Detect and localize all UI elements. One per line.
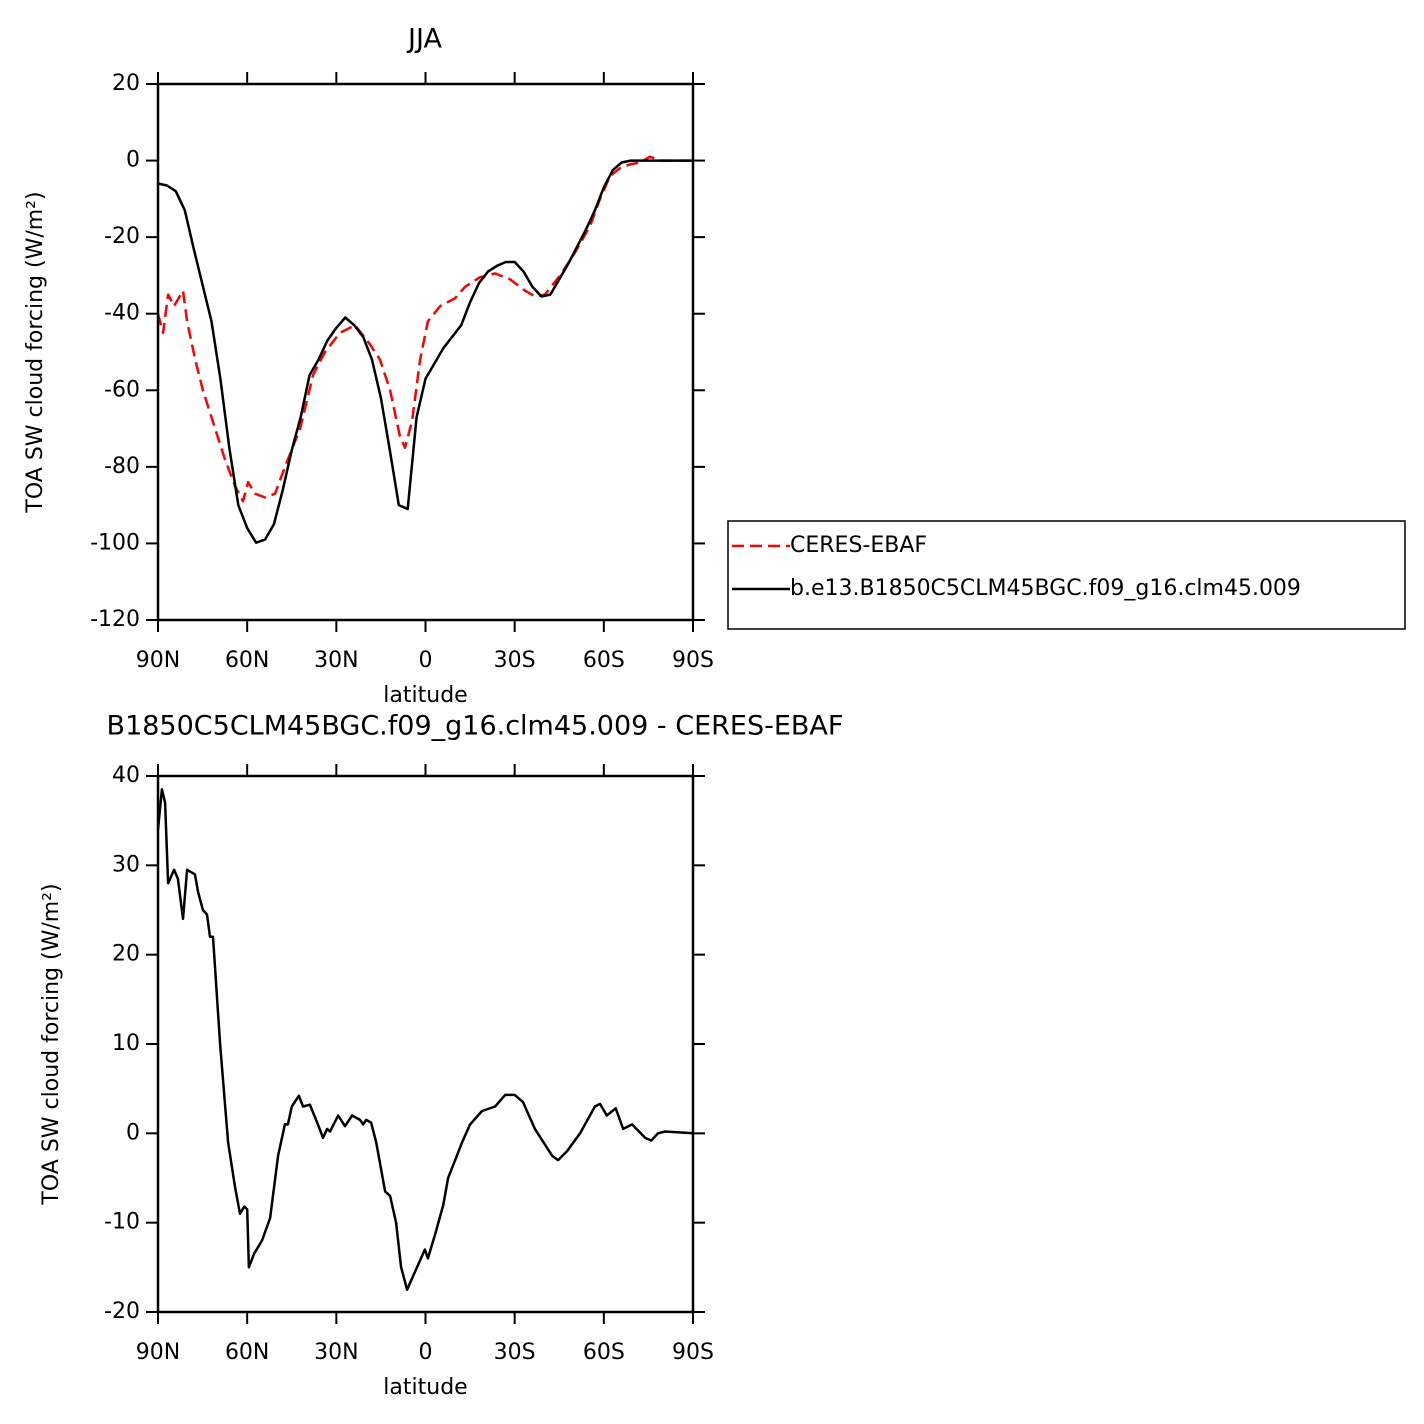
y-tick-label: 20 — [112, 71, 140, 96]
legend-box — [727, 520, 1406, 630]
y-tick-label: 0 — [126, 148, 140, 173]
x-tick-label: 30S — [494, 1340, 536, 1365]
y-tick-label: -40 — [104, 301, 140, 326]
y-tick-label: 40 — [112, 763, 140, 788]
x-tick-label: 0 — [419, 648, 433, 673]
x-tick-label: 90S — [672, 648, 714, 673]
y-tick-label: -20 — [104, 1299, 140, 1324]
y-tick-label: -80 — [104, 454, 140, 479]
y-axis-label: TOA SW cloud forcing (W/m²) — [23, 191, 48, 513]
x-tick-label: 30S — [494, 648, 536, 673]
data-line — [156, 788, 694, 1291]
data-line — [156, 155, 693, 503]
y-tick-label: 10 — [112, 1031, 140, 1056]
y-tick-label: 30 — [112, 852, 140, 877]
y-tick-label: -10 — [104, 1210, 140, 1235]
y-tick-label: -100 — [90, 530, 140, 555]
x-tick-label: 90N — [136, 1340, 180, 1365]
x-tick-label: 30N — [314, 1340, 358, 1365]
x-tick-label: 90S — [672, 1340, 714, 1365]
x-axis-label: latitude — [383, 1375, 467, 1400]
x-tick-label: 30N — [314, 648, 358, 673]
x-axis-label: latitude — [383, 683, 467, 708]
plot-frame — [156, 774, 695, 1314]
y-tick-label: -120 — [90, 607, 140, 632]
x-tick-label: 0 — [419, 1340, 433, 1365]
x-tick-label: 60S — [583, 1340, 625, 1365]
chart-title: B1850C5CLM45BGC.f09_g16.clm45.009 - CERE… — [107, 711, 844, 742]
y-tick-label: -20 — [104, 224, 140, 249]
y-tick-label: 0 — [126, 1120, 140, 1145]
legend-label: b.e13.B1850C5CLM45BGC.f09_g16.clm45.009 — [790, 576, 1301, 601]
legend-label: CERES-EBAF — [790, 533, 927, 558]
y-axis-label: TOA SW cloud forcing (W/m²) — [39, 883, 64, 1205]
y-tick-label: 20 — [112, 942, 140, 967]
x-tick-label: 60N — [225, 1340, 269, 1365]
data-line — [157, 159, 693, 544]
plot-frame — [156, 82, 695, 622]
y-tick-label: -60 — [104, 377, 140, 402]
chart-title: JJA — [406, 24, 442, 55]
x-tick-label: 60N — [225, 648, 269, 673]
x-tick-label: 90N — [136, 648, 180, 673]
x-tick-label: 60S — [583, 648, 625, 673]
